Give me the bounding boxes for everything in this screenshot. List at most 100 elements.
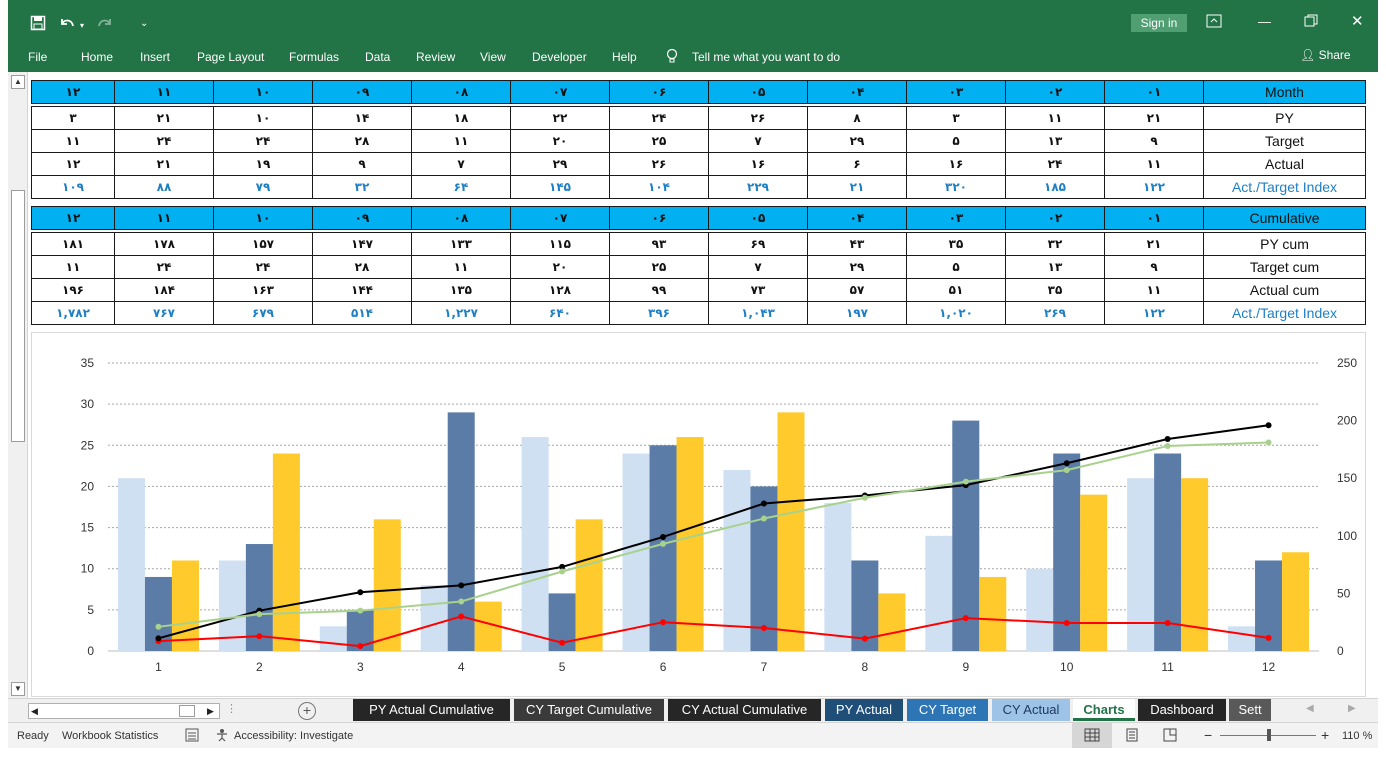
menu-developer[interactable]: Developer <box>532 50 587 64</box>
table-cell[interactable]: ۲۱ <box>807 175 907 199</box>
table-cell[interactable]: ۳ <box>31 106 115 130</box>
close-icon[interactable]: ✕ <box>1351 13 1364 30</box>
table-cell[interactable]: ۱۰ <box>213 106 313 130</box>
table-cell[interactable]: ۱۳ <box>1005 129 1105 153</box>
table-cell[interactable]: ۰۱ <box>1104 206 1204 230</box>
sheet-tab-dashboard[interactable]: Dashboard <box>1138 699 1226 721</box>
table-cell[interactable]: ۲۴ <box>609 106 709 130</box>
table-cell[interactable]: ۵ <box>906 129 1006 153</box>
table-cell[interactable]: ۲۴ <box>213 255 313 279</box>
table-cell[interactable]: ۰۹ <box>312 80 412 104</box>
table-cell[interactable]: ۱۱ <box>411 129 511 153</box>
table-cell[interactable]: ۱۲ <box>31 206 115 230</box>
table-cell[interactable]: ۰۴ <box>807 206 907 230</box>
table-cell[interactable]: ۳۲ <box>1005 232 1105 256</box>
table-cell[interactable]: ۶۹ <box>708 232 808 256</box>
chart-area[interactable]: 0 5 10 15 20 25 30 35 0 50 100 150 200 250 1 2 3 4 5 6 7 8 9 10… <box>31 332 1366 697</box>
table-cell[interactable]: ۸۸ <box>114 175 214 199</box>
menu-page-layout[interactable]: Page Layout <box>197 50 265 64</box>
menu-file[interactable]: File <box>28 50 48 64</box>
table-cell[interactable]: ۱۳۵ <box>411 278 511 302</box>
table-cell[interactable]: ۱۸ <box>411 106 511 130</box>
sheet-tab-cy-actual-cumulative[interactable]: CY Actual Cumulative <box>668 699 821 721</box>
table-cell[interactable]: ۱۰ <box>213 80 313 104</box>
table-cell[interactable]: ۳۲۰ <box>906 175 1006 199</box>
table-cell[interactable]: ۲۵ <box>609 129 709 153</box>
table-cell[interactable]: ۷۶۷ <box>114 301 214 325</box>
table-cell[interactable]: ۱۴۵ <box>510 175 610 199</box>
table-cell[interactable]: ۷ <box>708 255 808 279</box>
sheet-tab-sett[interactable]: Sett <box>1229 699 1271 721</box>
scroll-thumb[interactable] <box>11 190 25 442</box>
row-label[interactable]: PY <box>1203 106 1366 130</box>
table-cell[interactable]: ۰۲ <box>1005 80 1105 104</box>
table-cell[interactable]: ۱,۰۴۳ <box>708 301 808 325</box>
sign-in-button[interactable]: Sign in <box>1131 14 1187 32</box>
row-label[interactable]: Act./Target Index <box>1203 301 1366 325</box>
share-button[interactable]: 👤︎ Share <box>1300 48 1351 62</box>
restore-icon[interactable] <box>1304 14 1318 28</box>
tabs-prev-icon[interactable]: ◀ <box>1306 703 1314 714</box>
sheet-tab-charts[interactable]: Charts <box>1073 699 1135 721</box>
row-label[interactable]: Actual <box>1203 152 1366 176</box>
calculator-icon[interactable] <box>184 728 200 742</box>
table-cell[interactable]: ۲۰ <box>510 129 610 153</box>
table-cell[interactable]: ۳۵ <box>1005 278 1105 302</box>
table-cell[interactable]: ۱۱ <box>114 206 214 230</box>
table-cell[interactable]: ۱۲ <box>31 80 115 104</box>
table-cell[interactable]: ۲۵ <box>609 255 709 279</box>
table-cell[interactable]: ۱۶ <box>906 152 1006 176</box>
menu-insert[interactable]: Insert <box>140 50 171 64</box>
table-cell[interactable]: ۰۶ <box>609 80 709 104</box>
zoom-in-icon[interactable]: + <box>1321 727 1330 743</box>
table-cell[interactable]: ۱۳ <box>1005 255 1105 279</box>
table-cell[interactable]: ۰۷ <box>510 206 610 230</box>
table-cell[interactable]: ۳۹۶ <box>609 301 709 325</box>
table-cell[interactable]: ۱۰۴ <box>609 175 709 199</box>
table-cell[interactable]: ۱۶۳ <box>213 278 313 302</box>
sheet-tab-cy-actual[interactable]: CY Actual <box>992 699 1070 721</box>
table-cell[interactable]: ۳۲ <box>312 175 412 199</box>
table-cell[interactable]: ۲۹ <box>510 152 610 176</box>
table-cell[interactable]: ۶۴۰ <box>510 301 610 325</box>
table-cell[interactable]: ۲۱ <box>114 152 214 176</box>
table-cell[interactable]: ۰۲ <box>1005 206 1105 230</box>
table-cell[interactable]: ۷۳ <box>708 278 808 302</box>
scroll-down-icon[interactable]: ▼ <box>11 682 25 696</box>
tell-me-search[interactable]: Tell me what you want to do <box>692 50 841 64</box>
table-cell[interactable]: ۲۱ <box>1104 106 1204 130</box>
table-cell[interactable]: ۱,۰۲۰ <box>906 301 1006 325</box>
table-cell[interactable]: ۹۹ <box>609 278 709 302</box>
accessibility-status[interactable]: Accessibility: Investigate <box>234 730 354 742</box>
table-cell[interactable]: ۲۱ <box>1104 232 1204 256</box>
table-cell[interactable]: ۰۳ <box>906 80 1006 104</box>
menu-formulas[interactable]: Formulas <box>289 50 340 64</box>
workbook-statistics[interactable]: Workbook Statistics <box>62 730 159 742</box>
table-cell[interactable]: ۱۱ <box>411 255 511 279</box>
minimize-icon[interactable]: — <box>1258 14 1271 29</box>
scroll-right-icon[interactable]: ▶ <box>207 706 214 716</box>
table-cell[interactable]: ۵ <box>906 255 1006 279</box>
row-label[interactable]: Target cum <box>1203 255 1366 279</box>
table-cell[interactable]: ۲۱ <box>114 106 214 130</box>
table-cell[interactable]: ۵۷ <box>807 278 907 302</box>
table-cell[interactable]: ۱۸۴ <box>114 278 214 302</box>
table-cell[interactable]: ۰۸ <box>411 80 511 104</box>
table-cell[interactable]: ۰۳ <box>906 206 1006 230</box>
table-cell[interactable]: ۲۲۹ <box>708 175 808 199</box>
scroll-up-icon[interactable]: ▲ <box>11 75 25 89</box>
table-cell[interactable]: ۱۴۴ <box>312 278 412 302</box>
table-cell[interactable]: ۲۹ <box>807 129 907 153</box>
table-cell[interactable]: ۱۷۸ <box>114 232 214 256</box>
save-icon[interactable] <box>30 15 46 31</box>
customize-toolbar-icon[interactable]: ⌄ <box>140 18 149 29</box>
menu-home[interactable]: Home <box>81 50 114 64</box>
table-cell[interactable]: ۹ <box>312 152 412 176</box>
table-cell[interactable]: ۱۲ <box>31 152 115 176</box>
normal-view-button[interactable] <box>1072 723 1112 748</box>
table-cell[interactable]: ۲۸ <box>312 255 412 279</box>
table-cell[interactable]: ۱۹۶ <box>31 278 115 302</box>
ribbon-display-icon[interactable] <box>1206 14 1222 28</box>
table-cell[interactable]: ۱,۲۲۷ <box>411 301 511 325</box>
